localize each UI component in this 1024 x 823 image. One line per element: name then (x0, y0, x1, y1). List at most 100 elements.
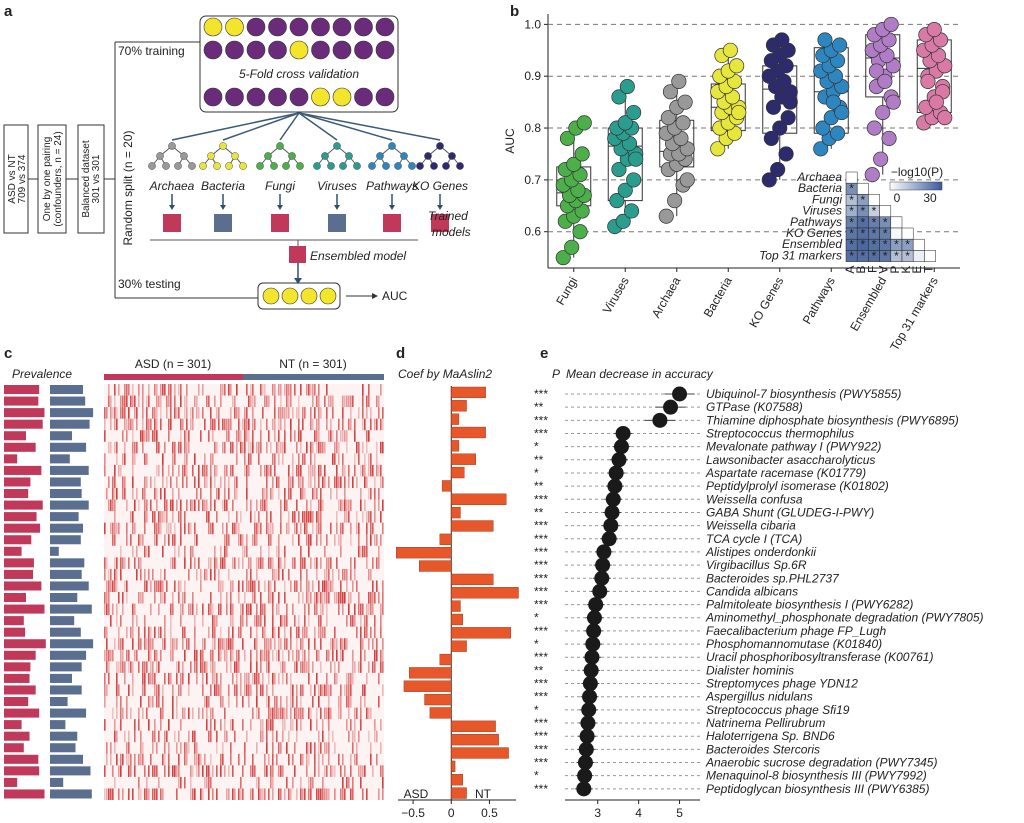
c-heat-cell (220, 592, 222, 604)
b-point (574, 146, 590, 162)
c-heat-cell (262, 499, 264, 512)
c-heat-cell (122, 592, 124, 604)
c-heat-cell (368, 568, 370, 581)
c-heat-cell (288, 488, 290, 500)
c-heat-cell (240, 684, 242, 696)
c-heat-cell (112, 522, 114, 535)
c-heat-cell (322, 476, 324, 488)
c-heat-cell (344, 684, 346, 696)
c-heat-cell (284, 707, 286, 720)
c-heat-cell (210, 557, 212, 569)
c-heat-cell (260, 730, 262, 743)
c-heat-cell (224, 638, 226, 650)
c-heat-cell (220, 395, 222, 408)
d-bar (451, 413, 460, 425)
c-heat-cell (300, 430, 302, 442)
c-heat-cell (370, 418, 372, 431)
c-heat-cell (130, 765, 132, 777)
c-heat-cell (134, 753, 136, 766)
c-heat-cell (296, 730, 298, 743)
c-heat-cell (182, 638, 184, 650)
c-heat-cell (210, 730, 212, 743)
c-heat-cell (158, 626, 160, 639)
c-heat-cell (110, 395, 112, 408)
tree-node (282, 162, 290, 170)
c-heat-cell (206, 464, 208, 477)
c-heat-cell (316, 534, 318, 546)
c-heat-cell (158, 661, 160, 673)
c-heat-cell (162, 384, 164, 396)
c-heat-cell (138, 788, 140, 800)
c-heat-cell (172, 453, 174, 465)
c-heat-cell (146, 788, 148, 800)
c-heat-cell (354, 661, 356, 673)
c-heat-cell (168, 430, 170, 442)
pmat-star: * (849, 215, 854, 229)
c-heat-cell (120, 707, 122, 720)
c-heat-cell (362, 603, 364, 616)
c-heat-cell (156, 407, 158, 419)
c-prev-nt (50, 523, 83, 533)
b-point (883, 16, 899, 32)
b-point (761, 172, 777, 188)
c-heat-cell (164, 511, 166, 523)
c-heat-cell (108, 395, 110, 408)
c-heat-cell (166, 499, 168, 512)
c-heat-cell (114, 488, 116, 500)
c-prev-nt (50, 546, 59, 556)
c-heat-cell (120, 568, 122, 581)
c-heat-cell (372, 592, 374, 604)
c-heat-cell (162, 788, 164, 800)
c-heat-cell (244, 418, 246, 431)
c-heat-cell (224, 557, 226, 569)
c-heat-cell (322, 753, 324, 766)
c-heat-cell (338, 441, 340, 454)
c-heat-cell (318, 476, 320, 488)
c-heat-cell (318, 626, 320, 639)
c-heat-cell (156, 580, 158, 592)
c-heat-cell (334, 661, 336, 673)
c-prev-asd (4, 465, 42, 475)
e-dot (582, 689, 598, 705)
cv-fold-dot (354, 17, 373, 37)
c-heat-cell (272, 742, 274, 754)
c-heat-cell (326, 384, 328, 396)
c-heat-cell (236, 441, 238, 454)
c-heat-cell (214, 684, 216, 696)
c-heat-cell (340, 649, 342, 662)
c-heat-cell (146, 476, 148, 488)
c-prev-asd (4, 396, 39, 406)
c-heat-cell (134, 603, 136, 616)
c-heat-cell (236, 476, 238, 488)
c-heat-cell (254, 395, 256, 408)
c-heat-cell (232, 499, 234, 512)
c-heat-cell (358, 441, 360, 454)
c-heat-cell (108, 441, 110, 454)
c-heat-cell (156, 441, 158, 454)
c-heat-cell (254, 511, 256, 523)
c-heat-cell (114, 638, 116, 650)
c-heat-cell (264, 765, 266, 777)
e-feature-label: Weissella cibaria (706, 519, 796, 533)
c-heat-cell (192, 592, 194, 604)
c-heat-cell (336, 638, 338, 650)
c-heat-cell (162, 476, 164, 488)
c-heat-cell (106, 580, 108, 592)
c-heat-cell (328, 592, 330, 604)
c-heat-cell (158, 522, 160, 535)
c-heat-cell (200, 788, 202, 800)
c-prev-nt (50, 408, 94, 418)
c-heat-cell (250, 568, 252, 581)
c-heat-cell (140, 592, 142, 604)
b-point (566, 156, 582, 172)
c-heat-cell (154, 476, 156, 488)
c-heat-cell (244, 672, 246, 685)
c-heat-cell (208, 730, 210, 743)
b-point (658, 208, 674, 224)
c-heat-cell (110, 441, 112, 454)
c-heat-cell (106, 557, 108, 569)
c-heat-cell (310, 719, 312, 731)
c-heat-cell (290, 488, 292, 500)
c-heat-cell (204, 661, 206, 673)
c-heat-cell (360, 776, 362, 789)
